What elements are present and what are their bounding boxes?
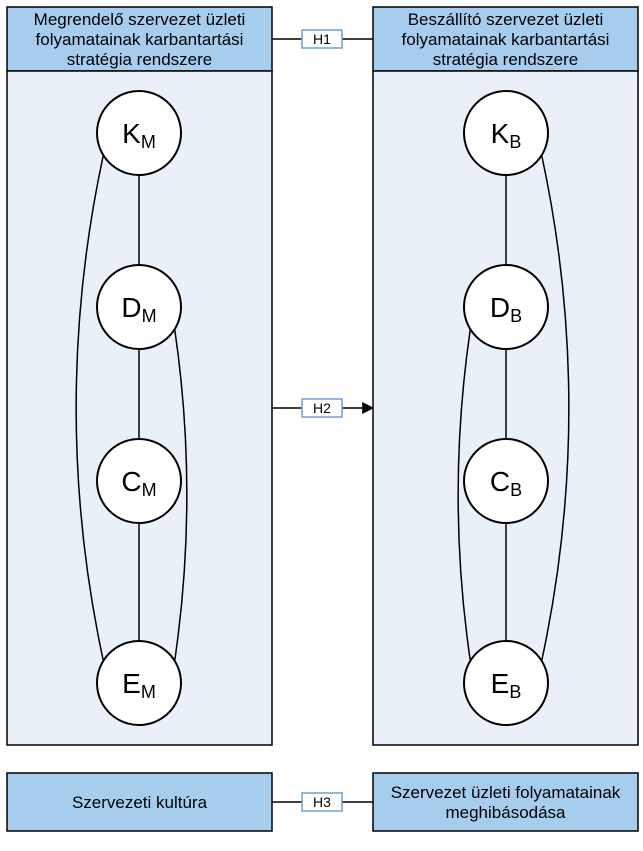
connector-H1-label: H1 xyxy=(313,31,331,47)
diagram-canvas: Megrendelő szervezet üzletifolyamatainak… xyxy=(0,0,643,851)
bottom-box-left-label: Szervezeti kultúra xyxy=(72,793,208,812)
connector-H2-label: H2 xyxy=(313,400,331,416)
right-panel-title: Beszállító szervezet üzletifolyamatainak… xyxy=(402,10,610,69)
connector-H3-label: H3 xyxy=(313,794,331,810)
